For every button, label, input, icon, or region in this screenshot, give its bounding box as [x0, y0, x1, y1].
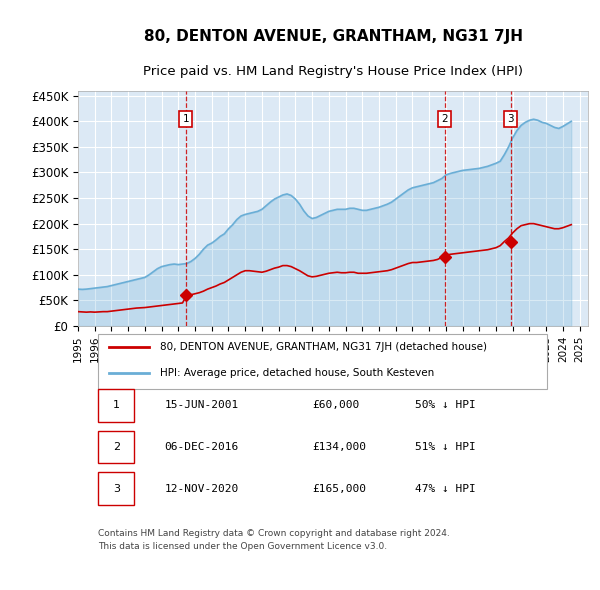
FancyBboxPatch shape: [98, 431, 134, 463]
Text: 06-DEC-2016: 06-DEC-2016: [164, 442, 239, 452]
Text: 2: 2: [441, 114, 448, 124]
FancyBboxPatch shape: [98, 389, 134, 422]
Text: 47% ↓ HPI: 47% ↓ HPI: [415, 484, 475, 494]
Text: £165,000: £165,000: [313, 484, 367, 494]
Text: HPI: Average price, detached house, South Kesteven: HPI: Average price, detached house, Sout…: [160, 368, 434, 378]
FancyBboxPatch shape: [98, 472, 134, 505]
Text: 50% ↓ HPI: 50% ↓ HPI: [415, 401, 475, 411]
Text: 51% ↓ HPI: 51% ↓ HPI: [415, 442, 475, 452]
Text: 3: 3: [113, 484, 120, 494]
Text: 1: 1: [182, 114, 189, 124]
Text: £134,000: £134,000: [313, 442, 367, 452]
Text: 1: 1: [113, 401, 120, 411]
Text: £60,000: £60,000: [313, 401, 360, 411]
Text: 80, DENTON AVENUE, GRANTHAM, NG31 7JH: 80, DENTON AVENUE, GRANTHAM, NG31 7JH: [143, 29, 523, 44]
Text: 15-JUN-2001: 15-JUN-2001: [164, 401, 239, 411]
Text: Price paid vs. HM Land Registry's House Price Index (HPI): Price paid vs. HM Land Registry's House …: [143, 65, 523, 78]
Text: 80, DENTON AVENUE, GRANTHAM, NG31 7JH (detached house): 80, DENTON AVENUE, GRANTHAM, NG31 7JH (d…: [160, 342, 487, 352]
FancyBboxPatch shape: [98, 333, 547, 389]
Text: 12-NOV-2020: 12-NOV-2020: [164, 484, 239, 494]
Text: Contains HM Land Registry data © Crown copyright and database right 2024.
This d: Contains HM Land Registry data © Crown c…: [98, 529, 450, 550]
Text: 3: 3: [507, 114, 514, 124]
Text: 2: 2: [113, 442, 120, 452]
